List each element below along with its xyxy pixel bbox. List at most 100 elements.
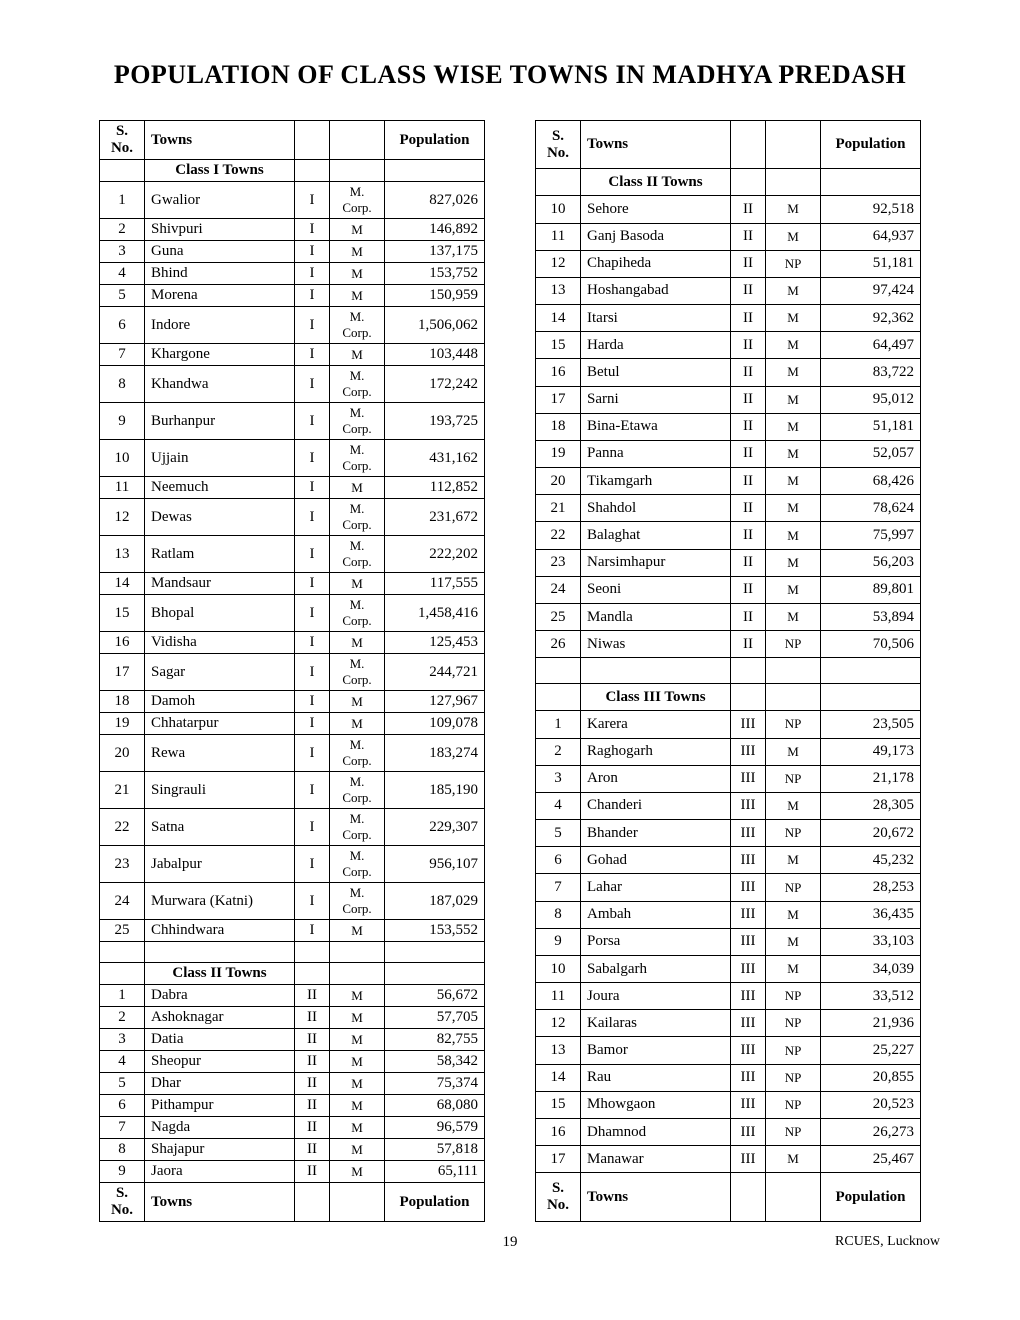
cell-type: M [766, 847, 821, 874]
cell-type: M [766, 603, 821, 630]
cell-population: 34,039 [821, 955, 921, 982]
cell-class: I [295, 883, 330, 920]
table-row: 24SeoniIIM89,801 [536, 576, 921, 603]
table-row: 17SagarIM. Corp.244,721 [100, 654, 485, 691]
cell-population: 33,103 [821, 928, 921, 955]
table-row: 17ManawarIIIM25,467 [536, 1146, 921, 1173]
cell-type: NP [766, 1010, 821, 1037]
cell-sno: 19 [536, 440, 581, 467]
cell-sno: 17 [536, 386, 581, 413]
table-row: 10UjjainIM. Corp.431,162 [100, 440, 485, 477]
cell-population: 150,959 [385, 285, 485, 307]
cell-class: I [295, 536, 330, 573]
cell-sno: 8 [100, 1139, 145, 1161]
header-sno: S. No. [100, 1183, 145, 1222]
cell-sno: 17 [536, 1146, 581, 1173]
cell-blank [821, 684, 921, 711]
cell-town: Chapiheda [581, 250, 731, 277]
cell-town: Jabalpur [145, 846, 295, 883]
cell-town: Chhatarpur [145, 713, 295, 735]
cell-class: III [731, 1091, 766, 1118]
cell-sno: 24 [100, 883, 145, 920]
cell-sno: 19 [100, 713, 145, 735]
cell-blank [100, 160, 145, 182]
page-title: POPULATION OF CLASS WISE TOWNS IN MADHYA… [80, 60, 940, 90]
cell-class: II [731, 413, 766, 440]
table-row: 19ChhatarpurIM109,078 [100, 713, 485, 735]
cell-town: Panna [581, 440, 731, 467]
table-row: Class III Towns [536, 684, 921, 711]
cell-type: M [330, 241, 385, 263]
cell-type: M. Corp. [330, 536, 385, 573]
cell-town: Burhanpur [145, 403, 295, 440]
cell-class: II [295, 1051, 330, 1073]
table-row: 11Ganj BasodaIIM64,937 [536, 223, 921, 250]
table-row: 15BhopalIM. Corp.1,458,416 [100, 595, 485, 632]
cell-population: 68,080 [385, 1095, 485, 1117]
cell-type: NP [766, 983, 821, 1010]
cell-town: Niwas [581, 631, 731, 658]
cell-town: Joura [581, 983, 731, 1010]
cell-population: 28,253 [821, 874, 921, 901]
table-row: 2ShivpuriIM146,892 [100, 219, 485, 241]
cell-blank [295, 942, 330, 963]
cell-population: 827,026 [385, 182, 485, 219]
cell-sno: 18 [536, 413, 581, 440]
cell-sno: 3 [100, 241, 145, 263]
cell-class: I [295, 713, 330, 735]
cell-blank [295, 160, 330, 182]
cell-population: 26,273 [821, 1118, 921, 1145]
cell-population: 153,552 [385, 920, 485, 942]
cell-population: 193,725 [385, 403, 485, 440]
header-towns: Towns [145, 121, 295, 160]
table-row: Class II Towns [536, 169, 921, 196]
cell-population: 75,997 [821, 522, 921, 549]
table-row: 3AronIIINP21,178 [536, 765, 921, 792]
cell-type: M. Corp. [330, 809, 385, 846]
cell-town: Dewas [145, 499, 295, 536]
table-row: 25MandlaIIM53,894 [536, 603, 921, 630]
header-sno: S. No. [536, 1173, 581, 1222]
cell-type: M [766, 468, 821, 495]
cell-sno: 17 [100, 654, 145, 691]
cell-town: Chhindwara [145, 920, 295, 942]
table-row: 13HoshangabadIIM97,424 [536, 277, 921, 304]
cell-type: M [330, 632, 385, 654]
cell-sno: 10 [100, 440, 145, 477]
cell-type: NP [766, 874, 821, 901]
cell-blank [536, 658, 581, 684]
cell-sno: 4 [536, 792, 581, 819]
cell-town: Nagda [145, 1117, 295, 1139]
cell-sno: 16 [536, 359, 581, 386]
header-towns: Towns [145, 1183, 295, 1222]
table-row: 14MandsaurIM117,555 [100, 573, 485, 595]
cell-population: 231,672 [385, 499, 485, 536]
cell-sno: 7 [536, 874, 581, 901]
table-row: 26NiwasIINP70,506 [536, 631, 921, 658]
table-row: 5MorenaIM150,959 [100, 285, 485, 307]
cell-population: 20,855 [821, 1064, 921, 1091]
cell-class: I [295, 772, 330, 809]
table-row: 13BamorIIINP25,227 [536, 1037, 921, 1064]
cell-population: 187,029 [385, 883, 485, 920]
cell-population: 1,458,416 [385, 595, 485, 632]
table-row: 16BetulIIM83,722 [536, 359, 921, 386]
table-row: 25ChhindwaraIM153,552 [100, 920, 485, 942]
cell-blank [536, 684, 581, 711]
header-population: Population [385, 121, 485, 160]
cell-class: II [731, 440, 766, 467]
cell-class: I [295, 182, 330, 219]
cell-blank [100, 942, 145, 963]
cell-sno: 1 [536, 711, 581, 738]
cell-town: Bhopal [145, 595, 295, 632]
cell-type: M [330, 920, 385, 942]
cell-type: NP [766, 765, 821, 792]
table-row: 16VidishaIM125,453 [100, 632, 485, 654]
table-row: 21SingrauliIM. Corp.185,190 [100, 772, 485, 809]
cell-blank [330, 942, 385, 963]
cell-town: Khandwa [145, 366, 295, 403]
cell-population: 75,374 [385, 1073, 485, 1095]
cell-type: NP [766, 1091, 821, 1118]
table-row: 1DabraIIM56,672 [100, 985, 485, 1007]
table-row: 2AshoknagarIIM57,705 [100, 1007, 485, 1029]
